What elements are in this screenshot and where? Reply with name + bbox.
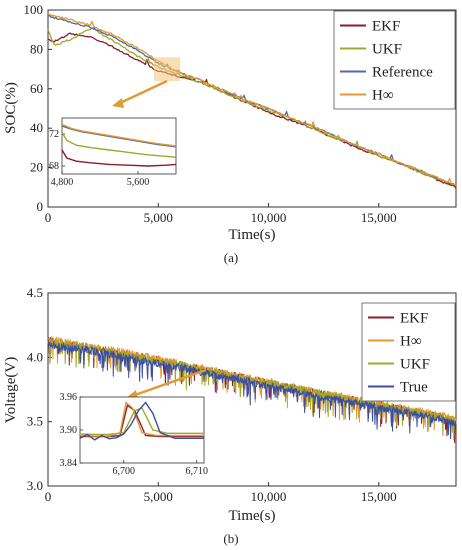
inset-x-tick-label: 5,600: [127, 177, 150, 188]
inset-series-line: [61, 132, 177, 158]
panel-a: 0 5,000 10,000 15,000 0 20 40 60 80 100 4,800 5,60…: [3, 2, 457, 265]
legend-label: EKF: [372, 19, 400, 35]
legend-label: H∞: [400, 334, 422, 350]
x-tick-label: 15,000: [361, 210, 397, 225]
inset-x-tick-label: 4,800: [51, 177, 74, 188]
zoom-arrow: [131, 368, 207, 398]
inset-series-line: [79, 401, 204, 437]
inset-a: 4,800 5,600 68 72: [49, 117, 177, 188]
y-axis-label-b: Voltage(V): [3, 357, 19, 423]
legend-b: EKF H∞ UKF True: [361, 302, 456, 402]
y-tick-label: 100: [24, 2, 44, 17]
y-tick-label: 3.5: [27, 414, 43, 429]
x-tick-label: 5,000: [144, 489, 173, 504]
inset-y-tick-label: 68: [49, 161, 59, 172]
inset-x-tick-label: 6,700: [113, 466, 136, 477]
panel-label-b: (b): [223, 531, 238, 546]
y-axis-label-a: SOC(%): [3, 82, 19, 134]
inset-series-line: [61, 123, 177, 147]
series-a: [47, 13, 457, 189]
y-tick-label: 3.0: [27, 478, 43, 493]
legend-frame: [361, 302, 456, 402]
y-tick-label: 4.5: [27, 285, 43, 300]
ticks-a: 0 5,000 10,000 15,000 0 20 40 60 80 100: [24, 2, 397, 225]
inset-series-line: [79, 407, 204, 436]
legend-label: UKF: [372, 42, 402, 58]
x-axis-label-a: Time(s): [229, 227, 276, 243]
legend-label: H∞: [372, 88, 394, 104]
x-tick-label: 0: [45, 210, 52, 225]
inset-y-tick-label: 3.84: [60, 458, 78, 469]
inset-series-line: [61, 125, 177, 148]
inset-y-tick-label: 3.96: [60, 392, 78, 403]
legend-label: Reference: [372, 65, 433, 81]
series-b: [47, 336, 457, 444]
zoom-arrow: [117, 79, 168, 106]
legend-label: UKF: [400, 357, 430, 373]
x-tick-label: 10,000: [251, 210, 287, 225]
zoom-callout-a: [112, 57, 181, 108]
x-tick-label: 5,000: [144, 210, 173, 225]
zoom-arrow-head: [112, 98, 124, 108]
y-tick-label: 60: [30, 81, 43, 96]
y-tick-label: 20: [30, 160, 43, 175]
inset-y-tick-label: 3.90: [60, 425, 78, 436]
y-tick-label: 80: [30, 41, 43, 56]
x-tick-label: 10,000: [251, 489, 287, 504]
panel-b: 0 5,000 10,000 15,000 3.0 3.5 4.0 4.5 6,700 6,71…: [3, 285, 457, 546]
inset-series-line: [79, 401, 204, 441]
x-tick-label: 0: [45, 489, 52, 504]
zoom-region: [153, 57, 181, 82]
series-line-h: [47, 13, 457, 187]
series-line-true: [47, 341, 457, 440]
inset-series-line: [61, 149, 177, 167]
legend-label: True: [400, 380, 428, 396]
y-tick-label: 40: [30, 120, 43, 135]
inset-y-tick-label: 72: [49, 129, 59, 140]
y-tick-label: 4.0: [27, 349, 43, 364]
panel-label-a: (a): [224, 250, 238, 265]
x-axis-label-b: Time(s): [229, 508, 276, 524]
ticks-b: 0 5,000 10,000 15,000 3.0 3.5 4.0 4.5: [27, 285, 397, 504]
inset-x-tick-label: 6,710: [185, 466, 208, 477]
inset-b: 6,700 6,710 3.84 3.90 3.96: [60, 392, 208, 477]
x-tick-label: 15,000: [361, 489, 397, 504]
y-tick-label: 0: [37, 199, 44, 214]
legend-label: EKF: [400, 311, 428, 327]
legend-a: EKF UKF Reference H∞: [333, 10, 456, 110]
legend-frame: [333, 10, 456, 110]
